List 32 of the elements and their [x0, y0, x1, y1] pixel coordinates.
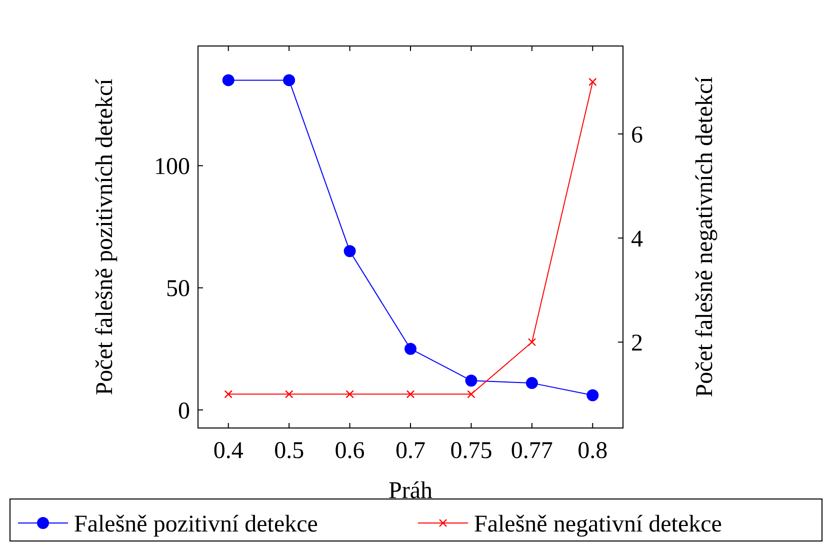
x-tick-label: 0.5	[274, 438, 304, 464]
y2-tick-label: 2	[631, 330, 643, 357]
x-tick-label: 0.8	[578, 438, 608, 464]
legend-label: Falešně pozitivní detekce	[74, 511, 318, 538]
y-tick-label: 0	[178, 398, 190, 424]
point	[224, 390, 232, 398]
point	[346, 390, 354, 398]
y-tick-label: 100	[154, 154, 190, 180]
point	[283, 74, 296, 86]
x-axis-title: Práh	[388, 478, 432, 504]
point	[467, 390, 476, 398]
x-tick-label: 0.4	[213, 438, 244, 464]
y2-axis-title: Počet falešně negativních detekcí	[692, 76, 718, 398]
point	[406, 390, 415, 398]
x-tick-label: 0.7	[396, 438, 426, 464]
y-tick-label: 50	[166, 276, 190, 302]
point	[465, 374, 478, 387]
point	[222, 74, 234, 86]
x-tick-label: 0.77	[510, 438, 553, 464]
point	[586, 389, 599, 402]
point	[344, 245, 356, 258]
y-axis-title: Počet falešně pozitivních detekcí	[92, 78, 118, 396]
point	[528, 338, 536, 346]
x-tick-label: 0.6	[334, 438, 365, 464]
y2-tick-label: 4	[631, 226, 643, 252]
point	[526, 377, 538, 390]
legend-label: Falešně negativní detekce	[474, 511, 722, 538]
point	[404, 342, 416, 355]
point	[284, 390, 294, 398]
x-tick-label: 0.75	[450, 438, 492, 464]
point	[588, 78, 597, 86]
y2-tick-label: 6	[631, 122, 643, 148]
